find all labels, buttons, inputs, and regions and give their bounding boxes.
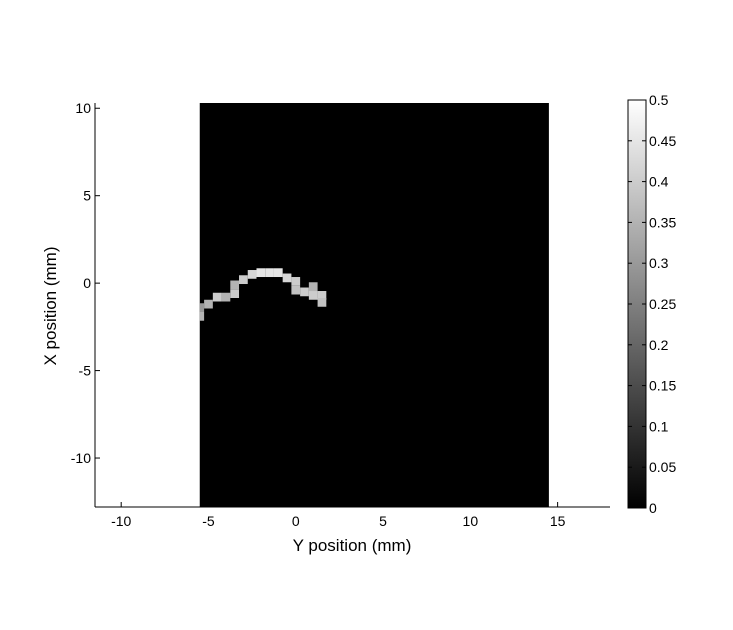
colorbar-tick-label: 0.2	[649, 337, 669, 353]
heatmap-cell	[199, 311, 205, 321]
heatmap-cell	[239, 275, 248, 285]
heatmap-cell	[300, 287, 309, 297]
colorbar-tick-label: 0	[649, 500, 657, 516]
colorbar-tick-label: 0.05	[649, 459, 676, 475]
colorbar-tick-label: 0.4	[649, 174, 669, 190]
heatmap-cell	[256, 268, 266, 278]
heatmap-cell	[291, 285, 301, 295]
heatmap-cell	[204, 299, 213, 309]
heatmap-cell	[317, 298, 327, 307]
heatmap-cell	[273, 268, 283, 278]
heatmap-cell	[265, 268, 274, 278]
colorbar: 0 0.05 0.1 0.15 0.2 0.25 0.3 0.35 0.4 0.45 0.5	[627, 92, 676, 516]
colorbar-tick-label: 0.35	[649, 214, 676, 230]
heatmap-cell	[199, 303, 205, 312]
y-tick-label: 0	[83, 275, 91, 291]
heatmap-cell	[308, 282, 318, 292]
plot-area: -10 -5 0 5 10 15 10 5 0 -5 -10	[71, 100, 610, 529]
x-tick-label: -5	[202, 513, 215, 529]
y-tick-label: -5	[79, 363, 92, 379]
heatmap-cell	[317, 291, 327, 300]
colorbar-tick-label: 0.25	[649, 296, 676, 312]
heatmap-cell	[230, 289, 240, 299]
heatmap-cell	[291, 277, 301, 286]
y-tick-label: 10	[75, 100, 91, 116]
heatmap-cell	[212, 292, 222, 302]
colorbar-tick-label: 0.5	[649, 92, 669, 108]
heatmap-cell	[282, 273, 292, 283]
colorbar-tick-label: 0.1	[649, 418, 669, 434]
heatmap-cell	[230, 280, 240, 290]
colorbar-tick-label: 0.3	[649, 255, 669, 271]
y-tick-label: -10	[71, 450, 91, 466]
heatmap-cell	[247, 270, 257, 279]
x-tick-label: 15	[550, 513, 566, 529]
colorbar-tick-label: 0.15	[649, 378, 676, 394]
colorbar-tick-label: 0.45	[649, 133, 676, 149]
x-tick-label: 10	[463, 513, 479, 529]
y-axis-label: X position (mm)	[41, 246, 60, 365]
heatmap-cell	[308, 291, 318, 300]
image-background	[199, 103, 549, 507]
y-tick-label: 5	[83, 188, 91, 204]
heatmap-cell	[221, 292, 231, 302]
x-tick-label: 5	[379, 513, 387, 529]
x-tick-label: -10	[111, 513, 131, 529]
x-axis-label: Y position (mm)	[293, 536, 412, 555]
x-tick-label: 0	[292, 513, 300, 529]
